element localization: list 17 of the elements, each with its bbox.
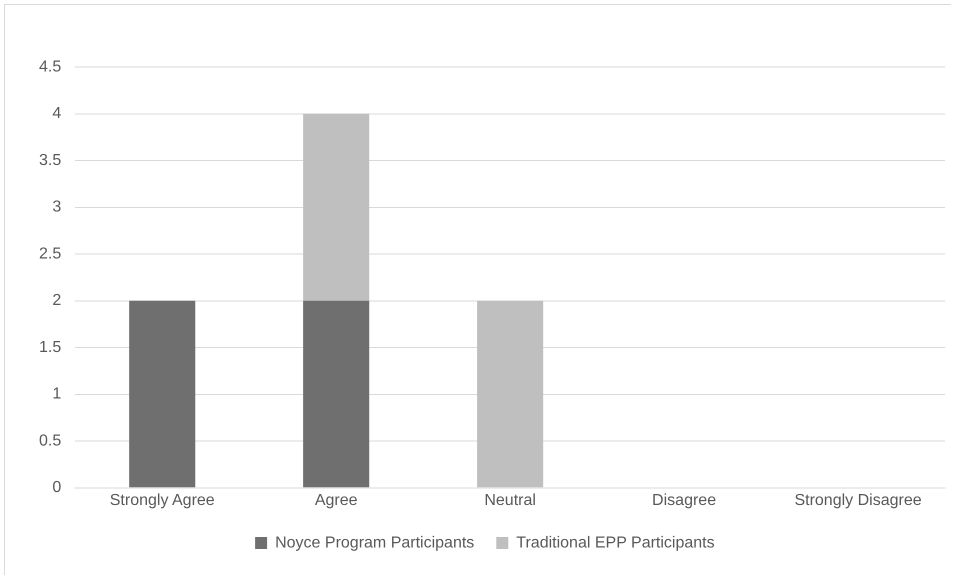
y-tick-label: 1 (52, 386, 62, 403)
legend-label: Noyce Program Participants (275, 534, 474, 552)
x-tick-label: Disagree (652, 492, 716, 509)
y-tick-label: 2.5 (38, 245, 62, 262)
x-tick-label: Strongly Agree (110, 492, 215, 509)
y-tick-label: 3.5 (38, 152, 62, 169)
y-tick-label: 2 (52, 292, 62, 310)
y-tick-label: 1.5 (38, 338, 62, 356)
y-tick-label: 0 (52, 479, 62, 496)
y-tick-label: 4.5 (38, 58, 62, 76)
x-tick-label: Strongly Disagree (794, 492, 922, 509)
legend-label: Traditional EPP Participants (516, 534, 715, 552)
y-tick-label: 3 (52, 198, 62, 216)
x-tick-label: Neutral (484, 492, 536, 509)
y-tick-label: 0.5 (38, 432, 62, 450)
y-tick-label: 4 (52, 105, 62, 122)
x-tick-label: Agree (314, 492, 358, 509)
